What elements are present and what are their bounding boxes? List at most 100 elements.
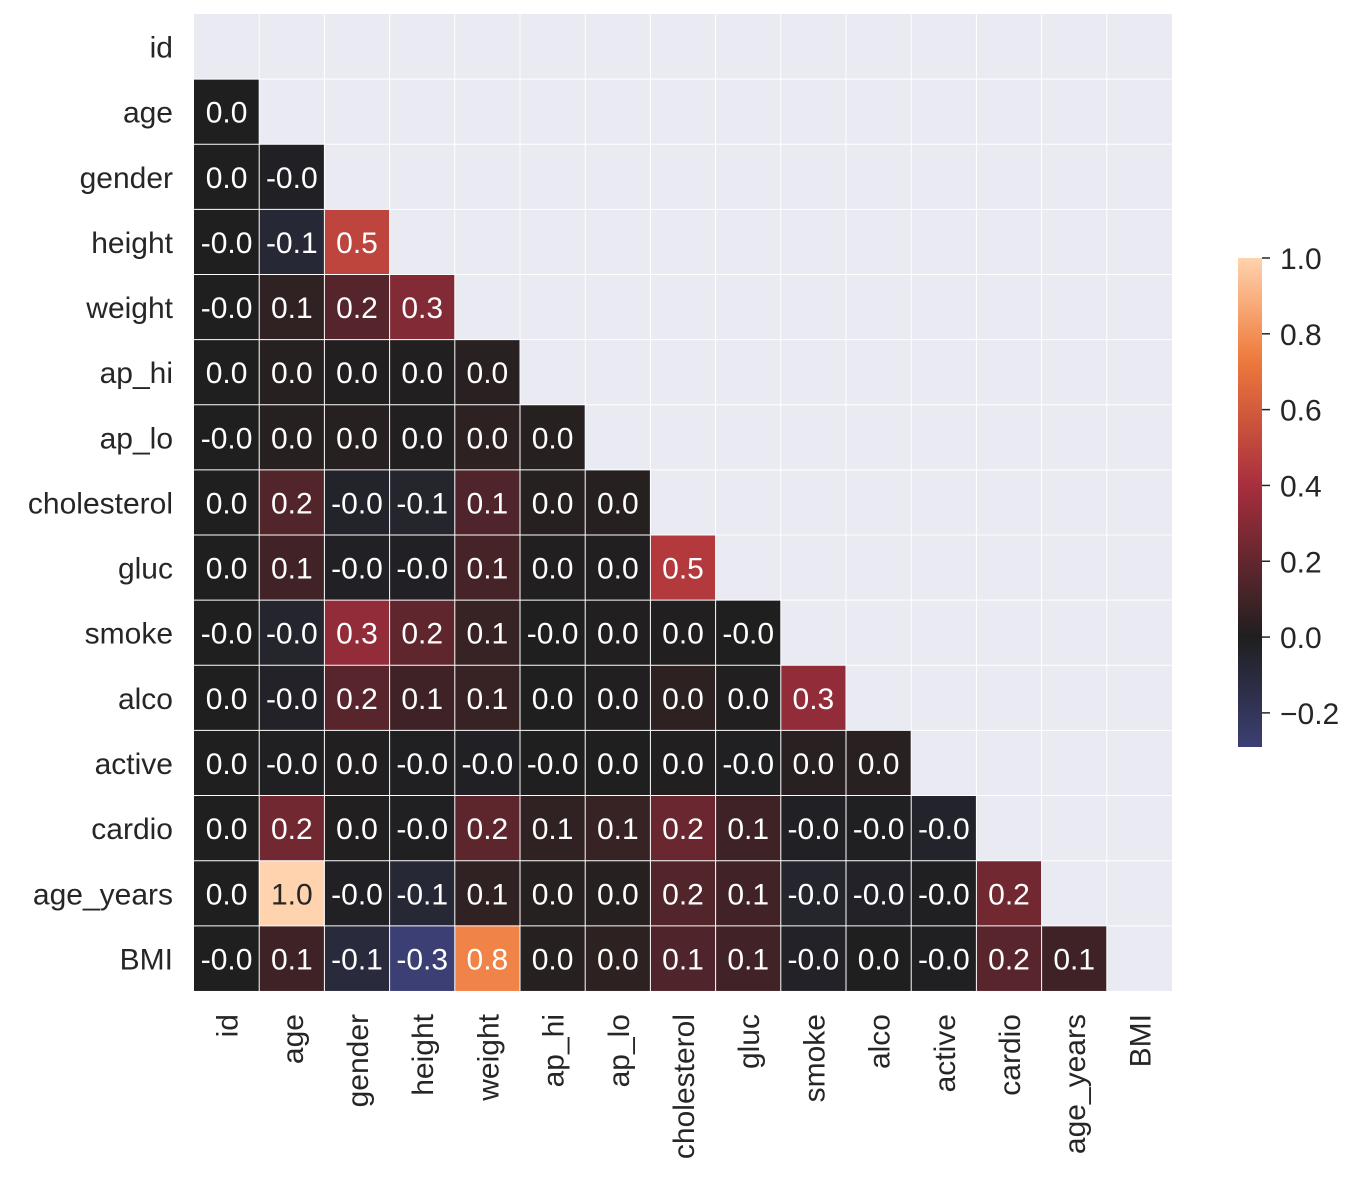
y-tick-label: smoke: [85, 618, 173, 651]
heatmap-cell: [454, 339, 520, 405]
y-tick-label: age: [123, 97, 173, 130]
heatmap-cell: [259, 860, 325, 926]
cell-value-label: -0.0: [527, 748, 579, 781]
cell-value-label: 0.0: [597, 487, 639, 520]
cell-value-label: -0.0: [788, 878, 840, 911]
cell-value-label: 0.0: [532, 878, 574, 911]
cell-value-label: 0.0: [271, 357, 313, 390]
cell-value-label: 0.1: [467, 878, 509, 911]
y-tick-label: id: [150, 32, 173, 65]
colorbar-tick-label: −0.2: [1280, 698, 1339, 731]
y-tick-label: gender: [80, 162, 173, 195]
heatmap-cell: [389, 860, 455, 926]
cell-value-label: -0.0: [527, 618, 579, 651]
heatmap-cell: [650, 925, 716, 991]
heatmap-cell: [324, 209, 390, 275]
cell-value-label: 0.0: [597, 878, 639, 911]
heatmap-cell: [259, 144, 325, 210]
x-tick-label: gluc: [733, 1014, 766, 1069]
x-tick-label: age: [277, 1014, 310, 1064]
cell-value-label: -0.0: [396, 553, 448, 586]
heatmap-cell: [715, 925, 781, 991]
cell-value-label: 0.1: [401, 683, 443, 716]
heatmap-cell: [454, 665, 520, 731]
x-tick-label: alco: [864, 1014, 897, 1069]
heatmap-cell: [389, 274, 455, 340]
x-tick-label: BMI: [1124, 1014, 1157, 1067]
cell-value-label: 0.1: [271, 292, 313, 325]
heatmap-cell: [715, 600, 781, 666]
cell-value-label: -0.0: [331, 878, 383, 911]
cell-value-label: 0.0: [532, 422, 574, 455]
heatmap-cell: [389, 665, 455, 731]
heatmap-cell: [324, 469, 390, 536]
x-axis-labels: id age gender height weight ap_hi ap_lo cholest…: [212, 1013, 1158, 1159]
cell-value-label: 0.0: [336, 422, 378, 455]
heatmap-cell: [650, 795, 716, 861]
heatmap-cell: [454, 795, 520, 861]
heatmap-cell: [454, 925, 520, 991]
cell-value-label: 0.0: [597, 748, 639, 781]
cell-value-label: 0.3: [401, 292, 443, 325]
heatmap-cell: [846, 795, 912, 861]
cell-value-label: 0.1: [597, 813, 639, 846]
cell-value-label: -0.0: [266, 162, 318, 195]
cell-value-label: 0.2: [988, 878, 1030, 911]
cell-value-label: 0.2: [401, 618, 443, 651]
cell-value-label: 0.0: [662, 618, 704, 651]
cell-value-label: -0.0: [201, 422, 253, 455]
cell-value-label: -0.0: [201, 618, 253, 651]
cell-value-label: 0.5: [662, 553, 704, 586]
cell-value-label: 0.1: [467, 487, 509, 520]
heatmap-cell: [194, 144, 260, 210]
colorbar-tick-label: 0.0: [1280, 622, 1322, 655]
heatmap-cell: [259, 730, 325, 796]
heatmap-cell: [585, 795, 651, 861]
heatmap-cell: [780, 730, 846, 796]
cell-value-label: 0.2: [271, 813, 313, 846]
heatmap-cell: [194, 925, 260, 991]
cell-value-label: 0.2: [336, 683, 378, 716]
y-tick-label: height: [91, 227, 173, 260]
heatmap-cell: [389, 925, 455, 991]
y-tick-label: cholesterol: [28, 487, 173, 520]
heatmap-cells: 0.0 0.0 -0.0 -0.0 -0.1 0.5 -0.0 0.1 0.2 0.3 0.0 0.0…: [194, 79, 1107, 991]
cell-value-label: -0.0: [266, 618, 318, 651]
cell-value-label: 0.0: [336, 748, 378, 781]
cell-value-label: -0.1: [396, 878, 448, 911]
heatmap-cell: [389, 600, 455, 666]
cell-value-label: 0.2: [662, 878, 704, 911]
cell-value-label: -0.0: [396, 813, 448, 846]
cell-value-label: -0.0: [201, 227, 253, 260]
heatmap-cell: [324, 925, 390, 991]
cell-value-label: -0.0: [266, 683, 318, 716]
cell-value-label: -0.0: [201, 292, 253, 325]
cell-value-label: 0.1: [727, 878, 769, 911]
x-tick-label: active: [929, 1014, 962, 1092]
x-tick-label: height: [407, 1013, 440, 1095]
cell-value-label: 0.0: [206, 813, 248, 846]
cell-value-label: 0.3: [793, 683, 835, 716]
x-tick-label: smoke: [798, 1014, 831, 1102]
heatmap-cell: [389, 795, 455, 861]
cell-value-label: 0.0: [206, 97, 248, 130]
heatmap-cell: [194, 404, 260, 470]
colorbar: −0.2 0.0 0.2 0.4 0.6 0.8 1.0: [1238, 243, 1339, 747]
y-tick-label: ap_hi: [100, 357, 173, 390]
heatmap-cell: [911, 925, 977, 991]
y-tick-label: weight: [85, 292, 173, 325]
heatmap-cell: [911, 860, 977, 926]
x-tick-label: cholesterol: [668, 1014, 701, 1159]
heatmap-cell: [780, 925, 846, 991]
heatmap-cell: [520, 600, 586, 666]
heatmap-cell: [324, 274, 390, 340]
cell-value-label: -0.0: [331, 487, 383, 520]
cell-value-label: 0.0: [532, 943, 574, 976]
heatmap-cell: [911, 795, 977, 861]
cell-value-label: 0.0: [206, 748, 248, 781]
cell-value-label: 0.0: [793, 748, 835, 781]
cell-value-label: 0.0: [206, 553, 248, 586]
heatmap-cell: [780, 860, 846, 926]
y-tick-label: gluc: [118, 553, 173, 586]
